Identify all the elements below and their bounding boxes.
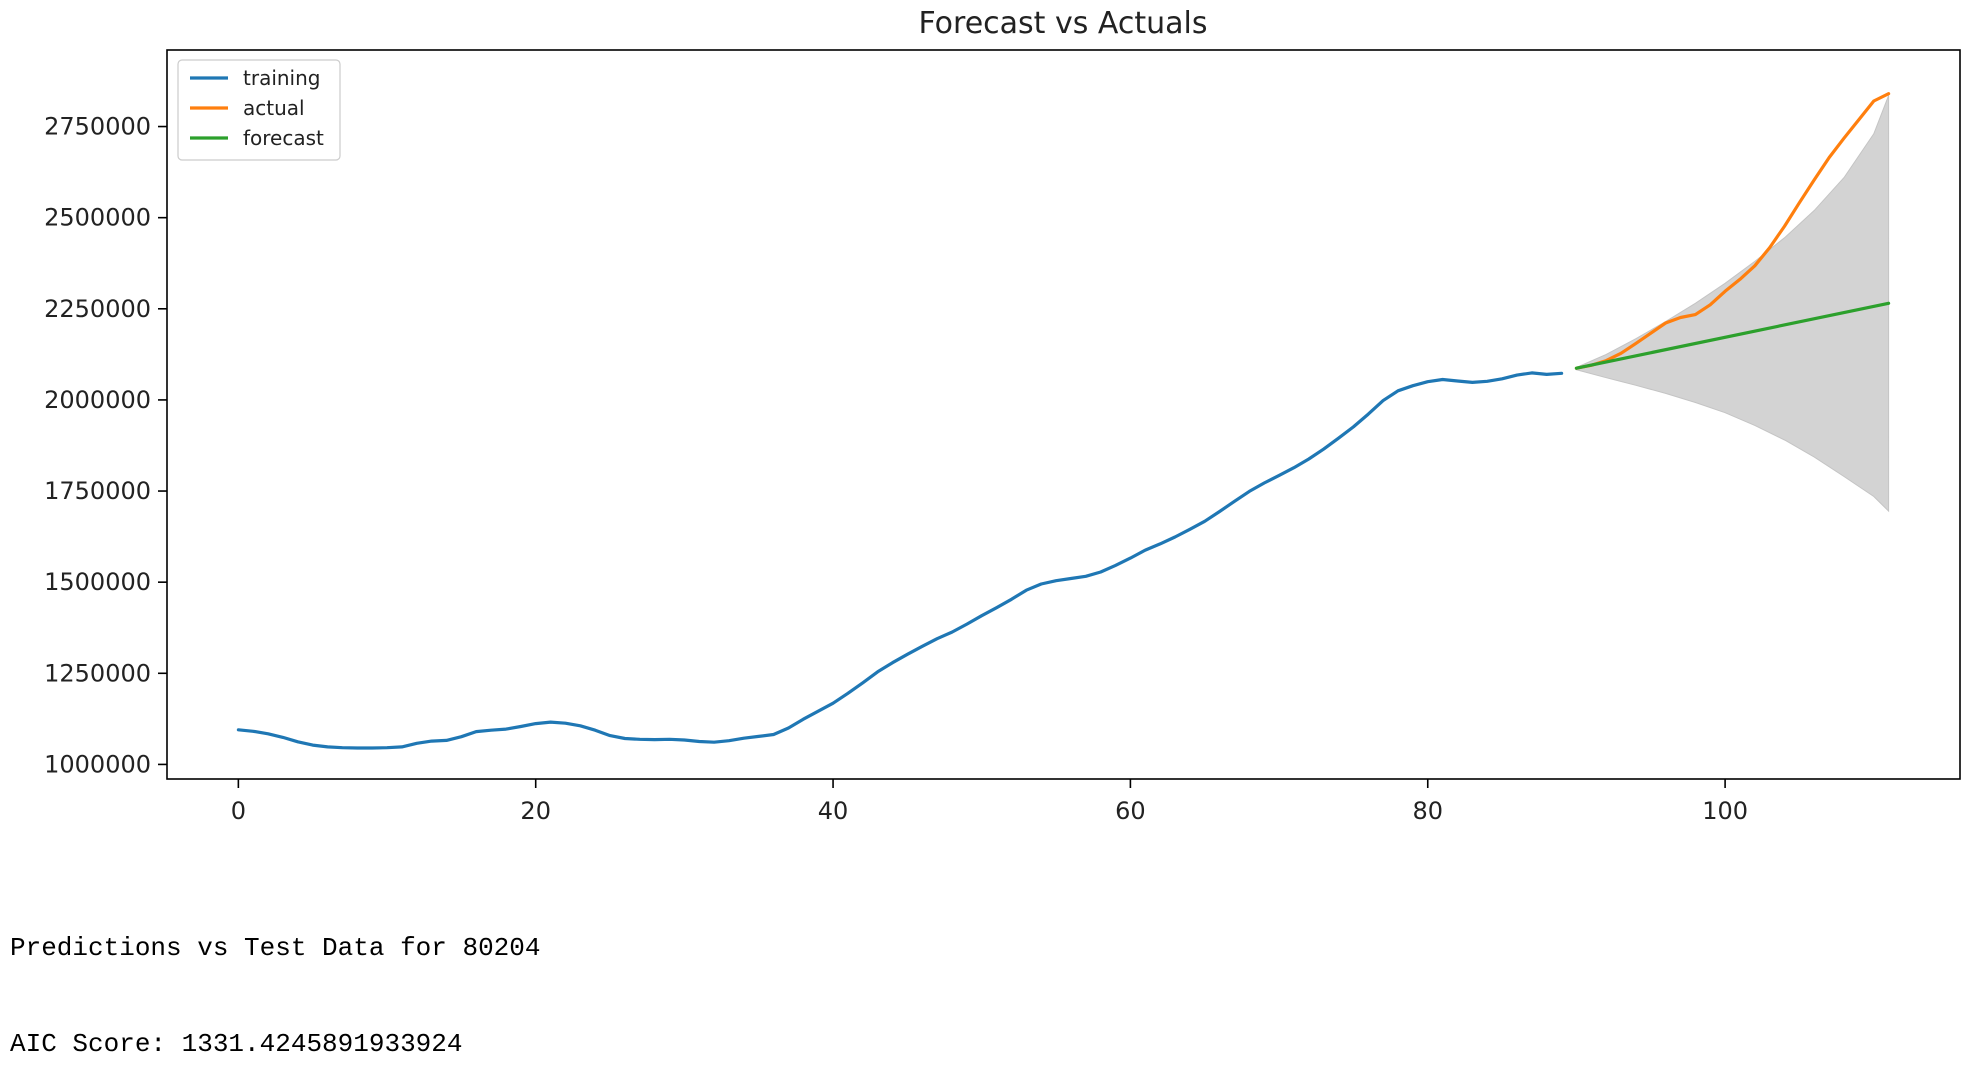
- predictions-caption: Predictions vs Test Data for 80204: [10, 933, 541, 963]
- x-tick-label: 20: [520, 797, 551, 825]
- y-tick-label: 2750000: [44, 113, 151, 141]
- axis-layer: 0 20 40 60 80 100 1000000 1250000 1500000 1750000…: [44, 113, 1748, 825]
- chart-title: Forecast vs Actuals: [918, 6, 1207, 41]
- training-series-line: [236, 371, 1564, 750]
- legend-label-actual: actual: [243, 96, 305, 120]
- output-text: Predictions vs Test Data for 80204 AIC S…: [10, 868, 541, 1092]
- actual-series-line: [1574, 92, 1891, 370]
- legend-frame: [177, 59, 341, 161]
- x-tick-label: 80: [1412, 797, 1443, 825]
- y-tick-label: 2500000: [44, 204, 151, 232]
- confidence-band: [1575, 95, 1890, 513]
- forecast-series-line: [1574, 301, 1891, 370]
- x-tick-label: 100: [1702, 797, 1748, 825]
- forecast-chart: Forecast vs Actuals 0 20 40 60 80 100 1000000 1…: [44, 6, 1961, 825]
- legend-label-forecast: forecast: [243, 126, 324, 150]
- plot-area-frame: [166, 49, 1961, 780]
- x-tick-label: 40: [818, 797, 849, 825]
- legend: training actual forecast: [177, 59, 341, 161]
- y-tick-label: 2250000: [44, 295, 151, 323]
- y-tick-label: 1000000: [44, 750, 151, 778]
- x-tick-label: 0: [231, 797, 246, 825]
- y-tick-label: 1500000: [44, 568, 151, 596]
- confidence-interval-layer: [1575, 95, 1890, 513]
- y-tick-label: 1250000: [44, 659, 151, 687]
- y-tick-label: 2000000: [44, 386, 151, 414]
- aic-score-text: AIC Score: 1331.4245891933924: [10, 1029, 463, 1059]
- legend-label-training: training: [243, 66, 320, 90]
- y-tick-label: 1750000: [44, 477, 151, 505]
- series-layer: [236, 92, 1891, 750]
- x-tick-label: 60: [1115, 797, 1146, 825]
